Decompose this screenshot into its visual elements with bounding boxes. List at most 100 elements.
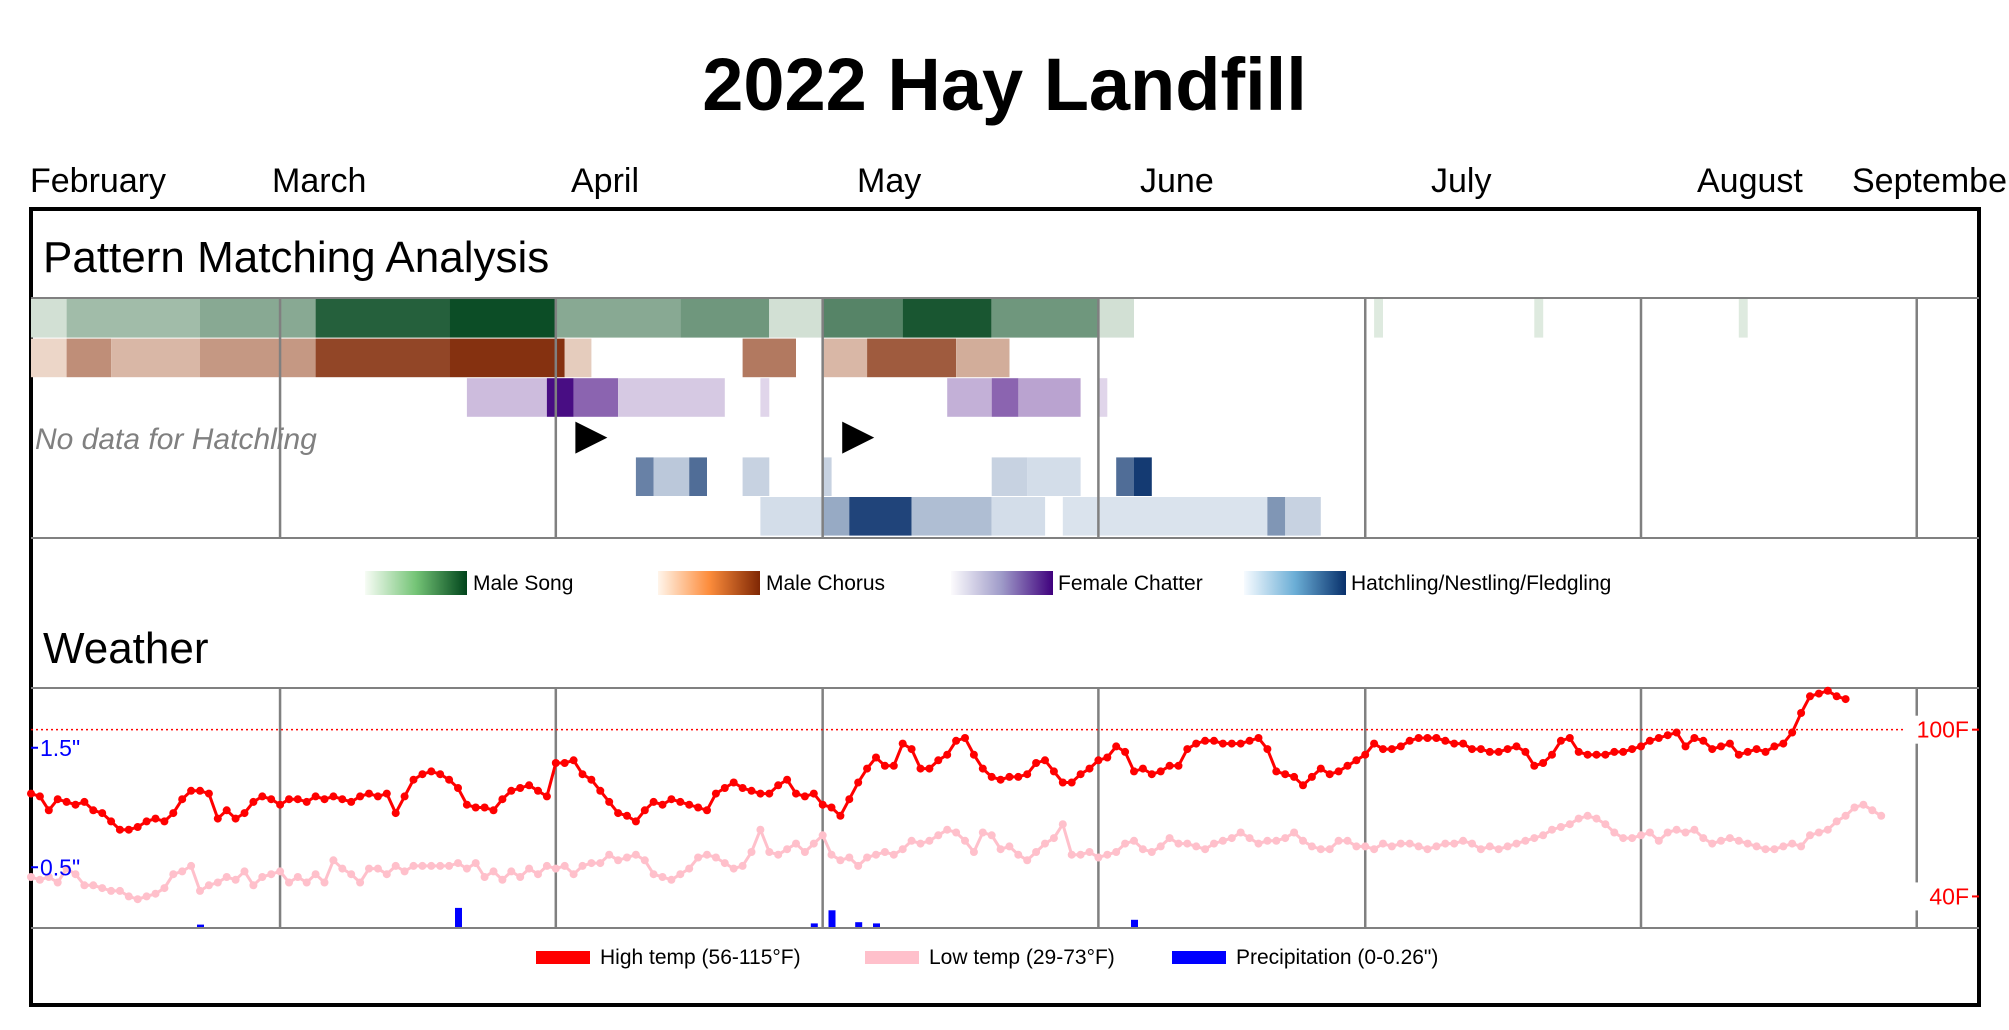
high-temp-point: [213, 814, 222, 823]
high-temp-point: [400, 792, 409, 801]
heatmap-cell: [822, 497, 850, 536]
low-temp-point: [1663, 828, 1672, 837]
low-temp-point: [204, 881, 213, 890]
low-temp-point: [160, 884, 169, 893]
high-temp-point: [133, 823, 142, 831]
high-temp-point: [1503, 745, 1512, 754]
heatmap-cell: [689, 457, 707, 496]
legend-swatch-female-chatter: [951, 571, 1053, 595]
low-temp-point: [1556, 823, 1565, 831]
low-temp-point: [747, 848, 756, 856]
high-temp-point: [1743, 747, 1752, 756]
low-temp-point: [818, 831, 827, 840]
high-temp-point: [356, 792, 365, 801]
legend-swatch-hatchling: [1244, 571, 1346, 595]
heatmap-cell: [760, 497, 823, 536]
low-temp-point: [1565, 820, 1574, 829]
low-temp-point: [685, 864, 694, 873]
heatmap-cell: [449, 299, 556, 338]
high-temp-point: [756, 789, 765, 798]
high-temp-point: [1574, 747, 1583, 756]
heatmap-cell: [466, 378, 547, 417]
heatmap-cell: [680, 299, 770, 338]
low-temp-point: [1058, 820, 1067, 829]
high-temp-point: [534, 786, 542, 795]
low-temp-point: [872, 850, 880, 859]
low-temp-point: [1352, 842, 1361, 851]
low-temp-point: [320, 878, 329, 887]
low-temp-point: [1681, 828, 1690, 837]
precip-tick-label: 1.5": [40, 735, 80, 761]
low-temp-point: [765, 848, 774, 856]
heatmap-cell: [200, 338, 316, 378]
high-temp-point: [1556, 736, 1565, 745]
high-temp-point: [320, 795, 329, 804]
heatmap-cell: [315, 299, 449, 338]
low-temp-point: [845, 853, 854, 862]
high-temp-point: [596, 786, 605, 795]
heatmap-cell: [1098, 378, 1108, 417]
high-temp-point: [489, 806, 498, 815]
high-temp-point: [978, 764, 987, 773]
low-temp-point: [605, 850, 614, 859]
low-temp-point: [62, 864, 71, 873]
low-temp-point: [222, 873, 231, 881]
high-temp-point: [1254, 734, 1263, 742]
low-temp-point: [1210, 839, 1218, 848]
heatmap-cell: [1534, 299, 1544, 338]
low-temp-point: [934, 831, 943, 840]
low-temp-point: [1788, 839, 1797, 848]
pattern-section-title: Pattern Matching Analysis: [43, 233, 550, 282]
low-temp-point: [302, 878, 311, 887]
high-temp-point: [249, 797, 258, 806]
high-temp-point: [1138, 764, 1147, 773]
low-temp-point: [454, 859, 462, 868]
high-temp-point: [329, 792, 338, 801]
high-temp-point: [1299, 781, 1307, 790]
weather-bottom-border: [31, 927, 1979, 929]
high-temp-point: [961, 734, 969, 742]
high-temp-point: [1832, 692, 1841, 701]
heatmap-cell: [1374, 299, 1383, 338]
low-temp-point: [1770, 845, 1779, 854]
low-temp-point: [1138, 845, 1147, 854]
heatmap-cell: [635, 457, 654, 496]
low-temp-point: [1174, 839, 1183, 848]
high-temp-point: [738, 784, 747, 792]
low-temp-point: [347, 870, 356, 879]
low-temp-point: [445, 861, 454, 870]
low-temp-point: [1468, 839, 1476, 848]
high-temp-point: [774, 781, 783, 790]
low-temp-point: [1103, 850, 1112, 859]
legend-swatch-high-temp: [536, 951, 590, 964]
high-temp-point: [542, 792, 551, 801]
legend-label-high-temp: High temp (56-115°F): [600, 946, 801, 969]
high-temp-point: [1041, 756, 1049, 765]
high-temp-point: [605, 797, 614, 806]
high-temp-point: [649, 797, 658, 806]
low-temp-point: [285, 878, 293, 887]
low-temp-point: [1325, 845, 1334, 854]
low-temp-point: [1245, 834, 1254, 843]
legend-label-male-chorus: Male Chorus: [766, 572, 886, 595]
high-temp-point: [53, 795, 62, 804]
low-temp-point: [1156, 842, 1165, 851]
low-temp-point: [1049, 834, 1058, 843]
high-temp-point: [1183, 745, 1192, 754]
high-temp-point: [1076, 770, 1085, 779]
high-temp-point: [142, 817, 151, 826]
high-temp-point: [1734, 750, 1743, 759]
low-temp-point: [854, 861, 863, 870]
high-temp-point: [1476, 745, 1485, 754]
low-temp-point: [800, 848, 809, 856]
high-temp-point: [454, 784, 462, 792]
high-temp-point: [1201, 736, 1210, 745]
low-temp-point: [1307, 842, 1316, 851]
high-temp-point: [703, 806, 711, 815]
month-label-may: May: [857, 162, 922, 200]
high-temp-point: [169, 809, 178, 818]
high-temp-point: [382, 789, 391, 798]
high-temp-point: [765, 789, 774, 798]
month-label-june: June: [1140, 162, 1214, 200]
high-temp-point: [507, 786, 516, 795]
